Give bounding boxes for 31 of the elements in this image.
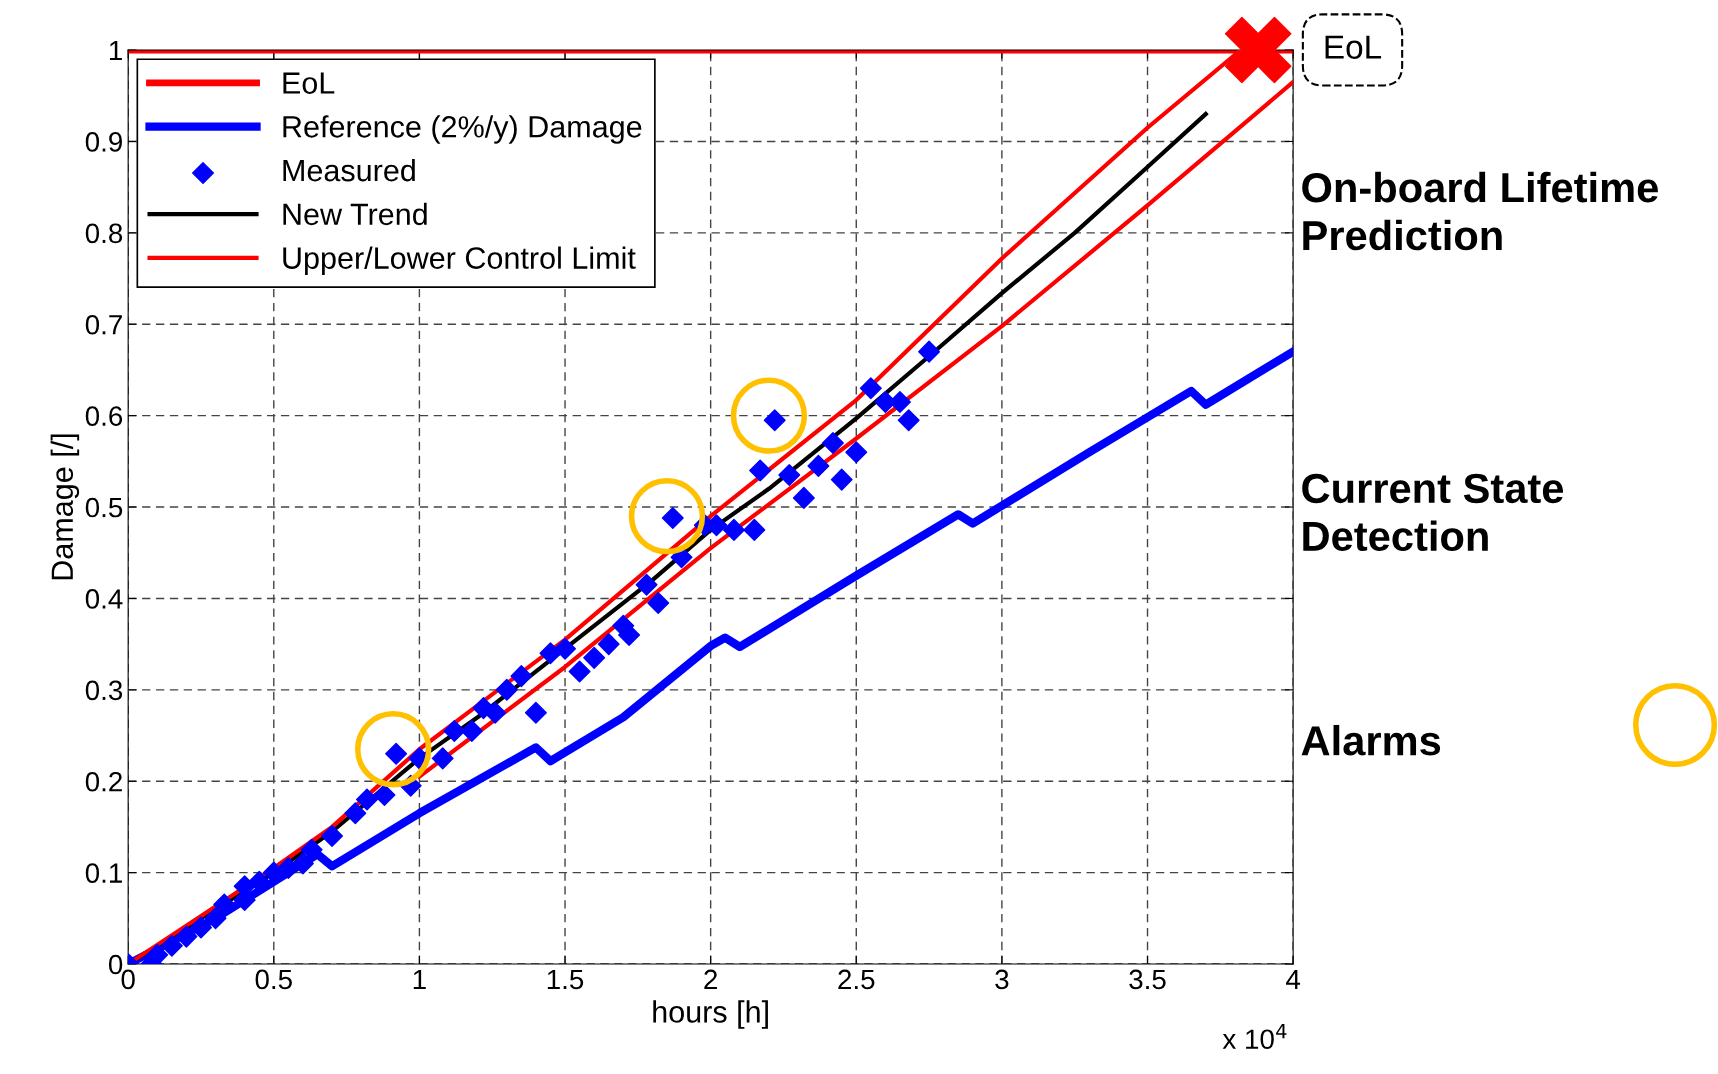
y-tick-label: 0.9 bbox=[85, 132, 122, 152]
y-tick-label: 0.2 bbox=[85, 771, 122, 792]
x-axis-title: hours [h] bbox=[653, 1000, 768, 1029]
legend-label: Reference (2%/y) Damage bbox=[283, 115, 642, 144]
y-tick-label: 0.8 bbox=[85, 223, 123, 244]
x-tick-label: 2 bbox=[704, 969, 717, 990]
legend-label: New Trend bbox=[283, 202, 427, 226]
text: Current State Detection bbox=[1302, 473, 1564, 552]
text: x 10$^{4}$ bbox=[1222, 1023, 1287, 1050]
text: On-board Lifetime Prediction bbox=[1302, 171, 1658, 251]
text: Alarms bbox=[1301, 724, 1441, 756]
y-tick-label: 0.5 bbox=[85, 497, 123, 518]
x-tick-label: 1.5 bbox=[547, 969, 584, 990]
y-tick-label: 1 bbox=[109, 41, 122, 61]
y-tick-label: 0.6 bbox=[85, 406, 123, 426]
legend-label: Measured bbox=[283, 158, 415, 182]
y-axis-title: Damage [/] bbox=[50, 434, 80, 580]
y-tick-label: 0.1 bbox=[85, 863, 122, 883]
legend-label: EoL bbox=[283, 72, 335, 94]
text: EoL bbox=[1325, 35, 1382, 59]
y-tick-label: 0.3 bbox=[85, 680, 123, 701]
x-tick-label: 1 bbox=[413, 969, 426, 990]
x-tick-label: 4 bbox=[1286, 969, 1301, 990]
y-tick-label: 0 bbox=[108, 954, 123, 975]
x-tick-label: 3.5 bbox=[1129, 969, 1166, 990]
x-tick-label: 0.5 bbox=[255, 969, 292, 990]
x-tick-label: 2.5 bbox=[838, 969, 875, 990]
legend-label: Upper/Lower Control Limit bbox=[283, 246, 636, 275]
x-tick-label: 3 bbox=[995, 969, 1009, 990]
y-tick-label: 0.4 bbox=[85, 589, 123, 609]
y-tick-label: 0.7 bbox=[85, 314, 122, 335]
